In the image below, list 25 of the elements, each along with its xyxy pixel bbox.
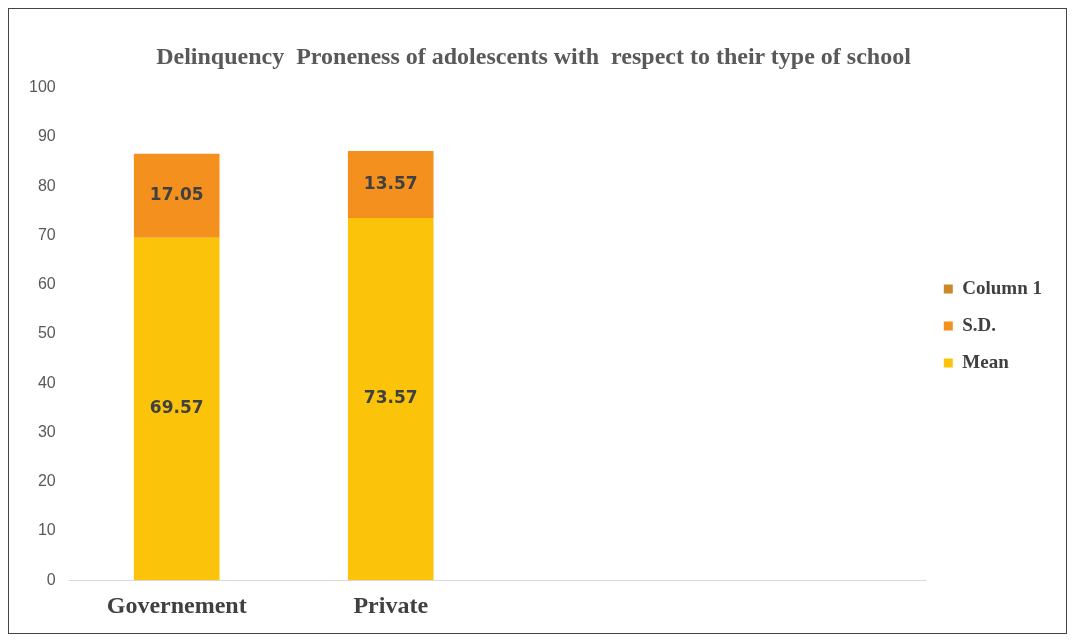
data-label: 73.57 bbox=[363, 387, 418, 408]
chart-title: Delinquency Proneness of adolescents with respect to their type of school bbox=[156, 42, 912, 69]
legend-label: Mean bbox=[962, 350, 1010, 372]
y-tick-label: 80 bbox=[37, 176, 56, 194]
y-tick-label: 20 bbox=[37, 472, 56, 490]
y-tick-label: 0 bbox=[46, 570, 56, 588]
x-tick-label: Governement bbox=[106, 591, 247, 618]
y-tick-label: 60 bbox=[37, 275, 56, 293]
y-tick-label: 100 bbox=[28, 78, 56, 96]
bar bbox=[133, 237, 220, 581]
y-tick-label: 40 bbox=[37, 373, 56, 391]
y-tick-label: 70 bbox=[37, 225, 56, 243]
x-tick-label: Private bbox=[353, 591, 429, 618]
bar bbox=[347, 217, 434, 581]
y-tick-label: 30 bbox=[37, 422, 56, 440]
y-tick-label: 90 bbox=[37, 127, 56, 145]
bar bbox=[133, 153, 220, 238]
legend-label: S.D. bbox=[962, 313, 997, 335]
data-label: 69.57 bbox=[149, 397, 204, 418]
legend-label: Column 1 bbox=[962, 276, 1043, 298]
bar bbox=[347, 151, 434, 218]
y-tick-label: 10 bbox=[37, 521, 56, 539]
data-label: 13.57 bbox=[363, 172, 418, 193]
y-tick-label: 50 bbox=[37, 324, 56, 342]
data-label: 17.05 bbox=[149, 184, 204, 205]
